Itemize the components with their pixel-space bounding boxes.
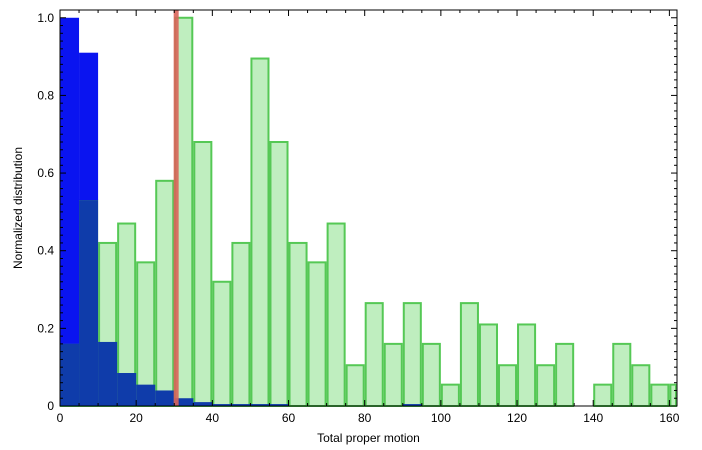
blue-bar-overlap	[269, 404, 289, 406]
green-bar	[193, 141, 213, 407]
green-bar	[497, 364, 518, 407]
green-bar	[631, 364, 651, 407]
green-bar	[517, 323, 537, 407]
green-bar	[421, 342, 441, 407]
green-bar	[536, 364, 556, 407]
blue-bar-overlap	[98, 341, 118, 406]
blue-bar-overlap	[79, 200, 99, 406]
blue-bar-overlap	[117, 373, 137, 406]
blue-bar-overlap	[193, 402, 213, 406]
green-bar	[383, 342, 403, 407]
x-tick-label: 140	[583, 411, 603, 425]
axis-ticks	[59, 10, 677, 407]
x-tick-label: 120	[507, 411, 527, 425]
blue-bar-overlap	[250, 404, 270, 406]
blue-bar-overlap	[60, 343, 80, 406]
green-series-bars	[60, 16, 677, 408]
x-tick-label: 0	[57, 411, 64, 425]
green-bar	[250, 57, 270, 407]
green-bar	[364, 302, 384, 407]
green-bar	[402, 302, 422, 407]
x-tick-label: 40	[206, 411, 220, 425]
green-bar	[269, 141, 289, 407]
x-tick-label: 100	[431, 411, 451, 425]
x-tick-label: 160	[659, 411, 679, 425]
blue-bar	[79, 52, 99, 201]
green-bar	[593, 383, 613, 408]
x-tick-label: 20	[129, 411, 143, 425]
green-bar	[650, 383, 670, 408]
green-bar	[612, 342, 632, 407]
green-bar	[478, 323, 498, 407]
green-bar	[440, 383, 460, 408]
blue-bar-overlap	[231, 404, 251, 406]
green-bar	[326, 222, 346, 407]
y-tick-label: 0.4	[37, 244, 54, 258]
x-axis-title: Total proper motion	[317, 431, 420, 445]
y-tick-label: 0.2	[37, 321, 54, 335]
green-bar	[345, 364, 365, 407]
y-tick-label: 0	[47, 399, 54, 413]
blue-bar-overlap	[155, 390, 175, 406]
blue-bar-overlap	[402, 404, 422, 406]
green-bar	[155, 179, 175, 407]
y-tick-label: 0.8	[37, 88, 54, 102]
green-bar	[212, 280, 232, 407]
y-tick-label: 1.0	[37, 11, 54, 25]
blue-bar	[60, 17, 80, 344]
x-tick-label: 80	[358, 411, 372, 425]
green-bar	[136, 261, 156, 407]
axis-tick-labels: 0 20 40 60 80 100 120 140 160 0 0.2 0.4 0.6 0.8 1.0	[37, 11, 679, 425]
plot-frame	[59, 9, 678, 407]
green-bar	[459, 302, 479, 407]
blue-bar-overlap	[212, 404, 232, 406]
green-bar	[307, 261, 327, 407]
green-bar	[231, 241, 251, 407]
y-axis-title: Normalized distribution	[11, 147, 25, 269]
green-bar	[669, 383, 677, 408]
y-tick-label: 0.6	[37, 166, 54, 180]
green-bar	[288, 241, 308, 407]
green-bar	[555, 342, 575, 407]
blue-bar-overlap	[136, 384, 156, 406]
blue-series-bars	[60, 17, 422, 406]
blue-bar-overlap	[174, 398, 194, 406]
x-tick-label: 60	[282, 411, 296, 425]
